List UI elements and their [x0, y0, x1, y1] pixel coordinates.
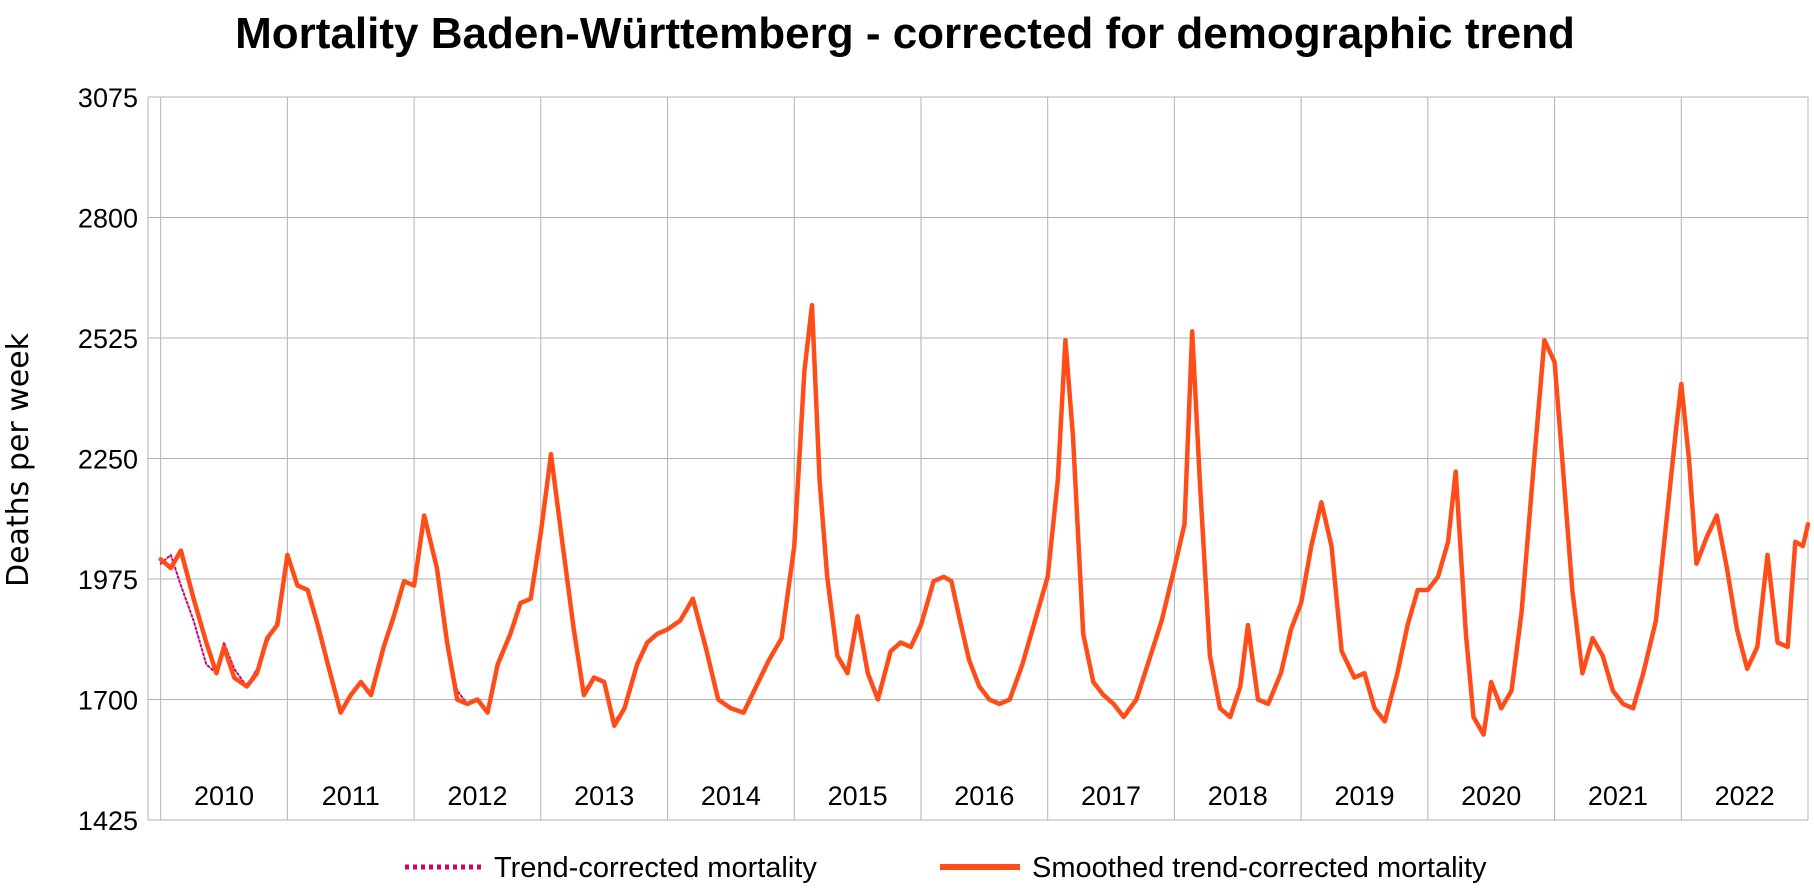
legend-label-smoothed: Smoothed trend-corrected mortality [1032, 852, 1487, 884]
series-layer [158, 302, 1811, 737]
x-tick-label: 2018 [1208, 781, 1268, 811]
x-tick-label: 2010 [194, 781, 254, 811]
series-line-trend-corrected [159, 304, 1809, 736]
chart-title: Mortality Baden-Württemberg - corrected … [235, 9, 1575, 58]
x-tick-label: 2022 [1715, 781, 1775, 811]
x-tick-label: 2012 [447, 781, 507, 811]
legend-label-trend-corrected: Trend-corrected mortality [494, 852, 817, 884]
x-tick-label: 2017 [1081, 781, 1141, 811]
y-tick-label: 2800 [78, 204, 138, 234]
x-tick-label: 2015 [828, 781, 888, 811]
grid [147, 96, 1809, 821]
series-line-smoothed [158, 302, 1811, 737]
y-tick-label: 1425 [78, 806, 138, 836]
y-tick-label: 2525 [78, 324, 138, 354]
x-axis-ticks: 2010 2011 2012 2013 2014 2015 2016 2017 2018 2019… [194, 781, 1775, 811]
x-tick-label: 2020 [1461, 781, 1521, 811]
x-tick-label: 2016 [954, 781, 1014, 811]
x-tick-label: 2013 [574, 781, 634, 811]
y-tick-label: 1700 [78, 686, 138, 716]
x-tick-label: 2014 [701, 781, 761, 811]
x-tick-label: 2019 [1334, 781, 1394, 811]
y-axis-ticks: 3075 2800 2525 2250 1975 1700 1425 [78, 83, 138, 836]
x-tick-label: 2021 [1588, 781, 1648, 811]
y-tick-label: 3075 [78, 83, 138, 113]
y-tick-label: 1975 [78, 565, 138, 595]
y-axis-label: Deaths per week [1, 332, 36, 587]
legend: Trend-corrected mortality Smoothed trend… [405, 852, 1487, 884]
x-tick-label: 2011 [322, 781, 380, 811]
y-tick-label: 2250 [78, 445, 138, 475]
